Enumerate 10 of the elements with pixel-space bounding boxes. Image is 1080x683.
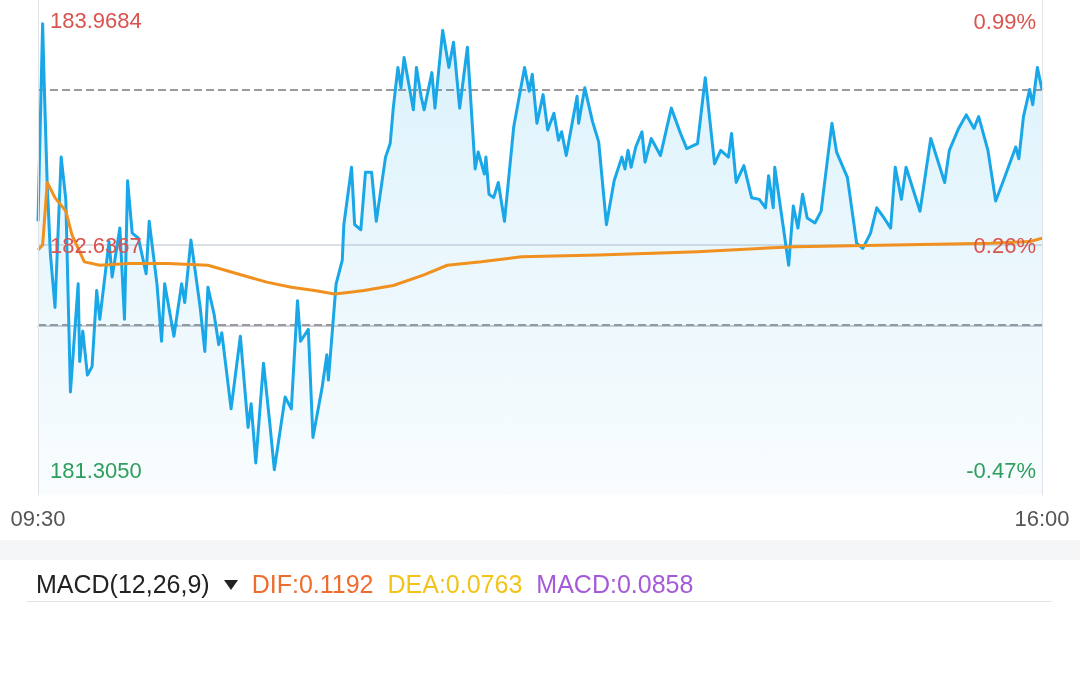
text: DEA:0.0763 bbox=[387, 570, 523, 599]
y-tick-label: 181.3050 bbox=[50, 458, 142, 483]
text: MACD(12,26,9) bbox=[36, 570, 210, 599]
y2-tick-label: 0.99% bbox=[973, 9, 1036, 35]
y2-tick-label: -0.47% bbox=[966, 457, 1036, 483]
x-tick-label: 16:00 bbox=[1014, 505, 1070, 531]
text: MACD:0.0858 bbox=[536, 570, 694, 599]
y-tick-label: 183.9684 bbox=[50, 8, 142, 34]
x-tick-label: 09:30 bbox=[10, 505, 66, 531]
text: DIF:0.1192 bbox=[251, 570, 374, 599]
